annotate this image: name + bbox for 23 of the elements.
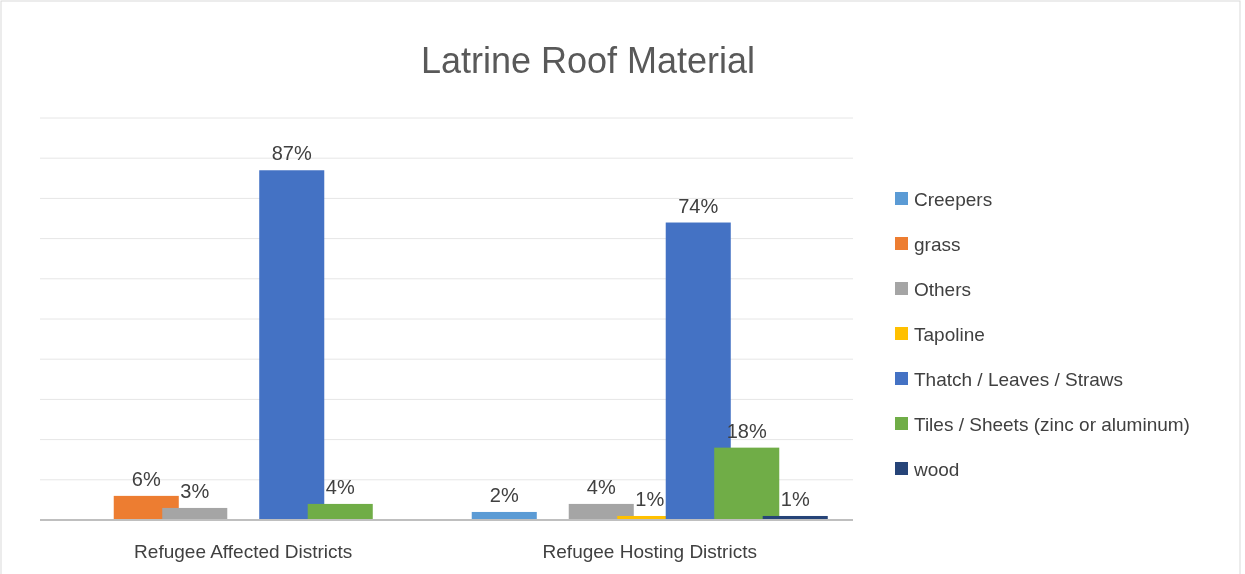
x-tick-label: Refugee Hosting Districts bbox=[542, 541, 757, 562]
legend-label: wood bbox=[913, 459, 960, 480]
data-label: 2% bbox=[489, 483, 519, 506]
data-label: 4% bbox=[586, 475, 616, 498]
data-label: 74% bbox=[678, 194, 719, 217]
legend-label: Creepers bbox=[914, 189, 993, 210]
x-tick-label: Refugee Affected Districts bbox=[134, 541, 353, 562]
bar bbox=[259, 170, 325, 520]
data-label: 1% bbox=[780, 487, 810, 510]
legend-label: Tapoline bbox=[914, 324, 985, 345]
legend-label: grass bbox=[914, 234, 961, 255]
bar bbox=[162, 507, 228, 520]
chart-title: Latrine Roof Material bbox=[420, 40, 756, 81]
data-label: 4% bbox=[325, 475, 355, 498]
bar bbox=[307, 503, 373, 520]
data-label: 87% bbox=[271, 142, 312, 165]
data-label: 6% bbox=[131, 467, 161, 490]
data-label: 3% bbox=[180, 479, 210, 502]
legend-label: Others bbox=[914, 279, 972, 300]
legend-label: Thatch / Leaves / Straws bbox=[914, 369, 1124, 390]
bar bbox=[714, 447, 780, 520]
legend-label: Tiles / Sheets (zinc or aluminum) bbox=[914, 414, 1190, 435]
data-label: 1% bbox=[635, 487, 665, 510]
